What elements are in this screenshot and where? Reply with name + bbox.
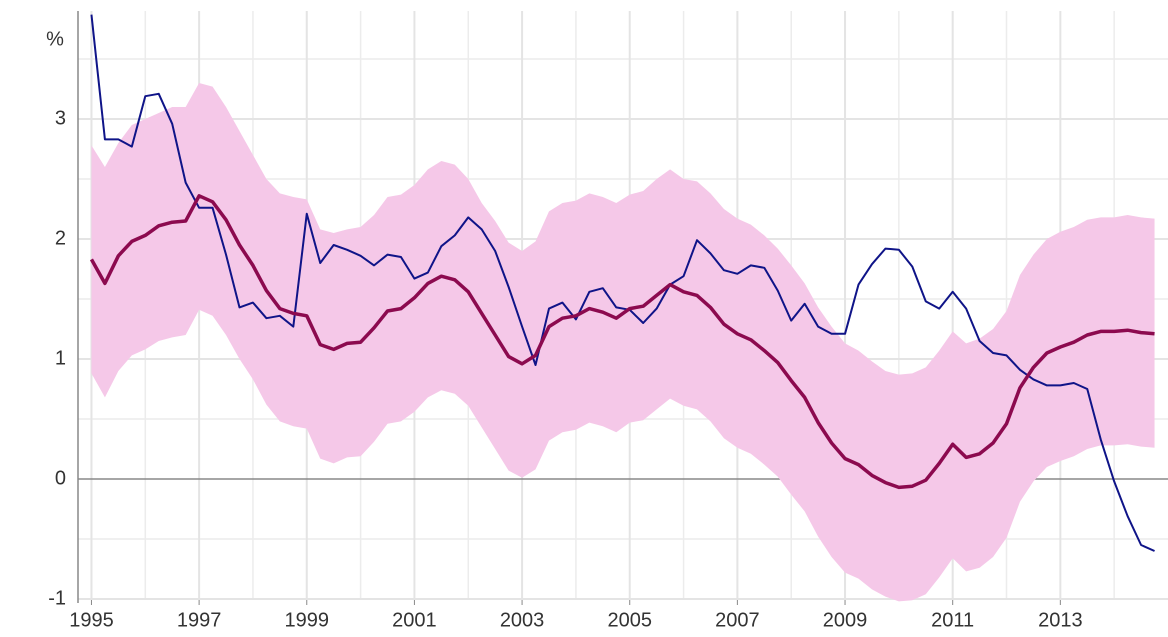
x-tick-label: 1997 (177, 609, 222, 631)
x-tick-label: 1995 (69, 609, 114, 631)
x-tick-label: 2003 (500, 609, 545, 631)
x-tick-label: 2007 (715, 609, 760, 631)
y-tick-label: 2 (55, 227, 66, 249)
band-area (91, 83, 1155, 602)
y-tick-label: 3 (55, 107, 66, 129)
y-tick-label: 1 (55, 347, 66, 369)
x-tick-label: 2005 (607, 609, 652, 631)
y-tick-label: 0 (55, 467, 66, 489)
x-tick-label: 2009 (823, 609, 868, 631)
y-axis-label: % (46, 28, 64, 50)
x-tick-label: 2001 (392, 609, 437, 631)
x-tick-label: 2013 (1038, 609, 1083, 631)
x-tick-label: 1999 (285, 609, 330, 631)
series-line (90, 14, 1155, 552)
x-tick-label: 2011 (931, 609, 974, 631)
y-tick-label: -1 (48, 587, 66, 609)
series-line (89, 194, 1155, 490)
